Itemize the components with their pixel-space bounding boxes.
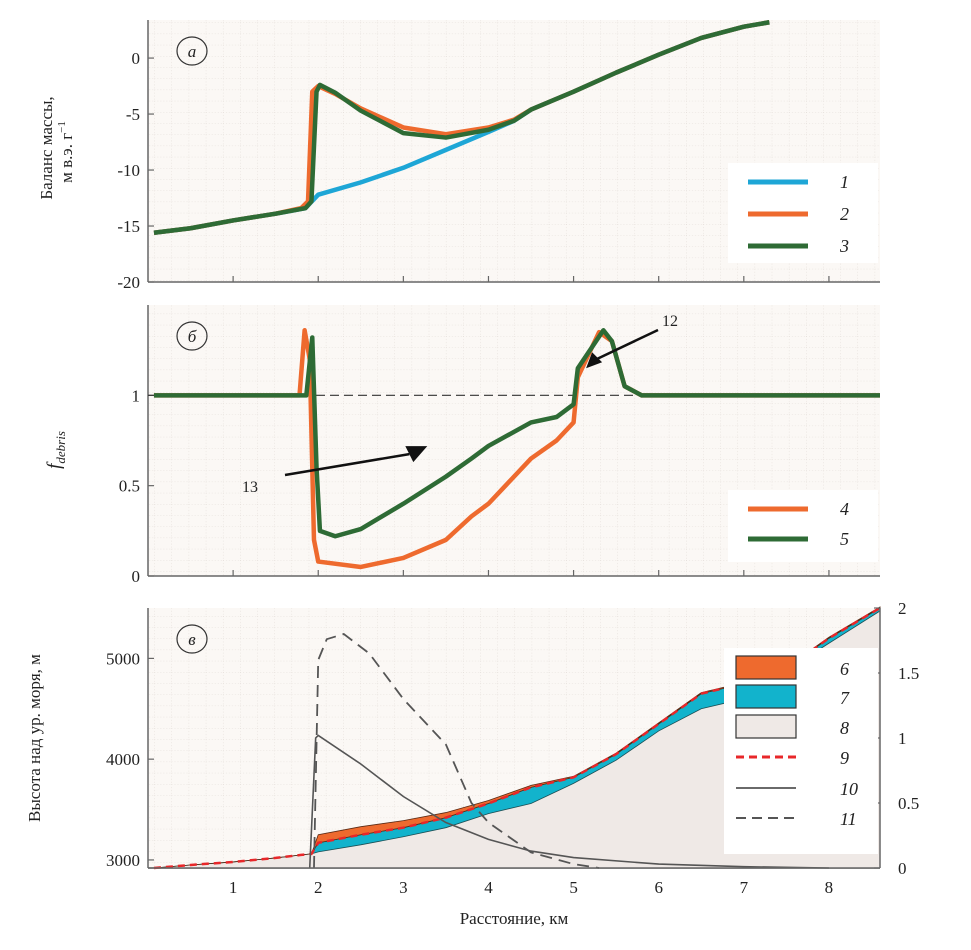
legend-label-9: 9 — [840, 748, 849, 768]
y2-tick-label: 0 — [898, 859, 907, 878]
y-tick-label: -20 — [117, 273, 140, 292]
arrow-13 — [284, 452, 410, 477]
y-tick-label: 0 — [132, 49, 141, 68]
series-line-10 — [308, 734, 829, 869]
y-tick-label: 0.5 — [119, 477, 140, 496]
x-tick-label: 2 — [314, 878, 323, 897]
legend-label-6: 6 — [840, 659, 849, 679]
panel-a-ylabel-line2: м в.э. г−1 — [56, 121, 76, 183]
x-tick-label: 4 — [484, 878, 493, 897]
series-line-3 — [153, 20, 770, 235]
legend-label-7: 7 — [840, 688, 850, 708]
series-line-11 — [313, 633, 600, 869]
y-tick-label: 1 — [132, 386, 141, 405]
legend-label-10: 10 — [840, 779, 858, 799]
panel-label-circle — [176, 624, 208, 654]
legend-box-c — [724, 648, 878, 854]
panel-label: а — [188, 42, 197, 61]
legend-label-4: 4 — [840, 499, 849, 519]
terrain-area — [153, 611, 881, 868]
y2-tick-label: 2 — [898, 599, 907, 618]
x-tick-label: 8 — [825, 878, 834, 897]
legend-label-3: 3 — [839, 236, 849, 256]
panel-label: в — [188, 630, 196, 649]
x-tick-label: 5 — [569, 878, 578, 897]
legend-label-2: 2 — [840, 204, 849, 224]
legend-label-5: 5 — [840, 529, 849, 549]
y-tick-label: -10 — [117, 161, 140, 180]
x-tick-label: 7 — [740, 878, 749, 897]
y-tick-label: -15 — [117, 217, 140, 236]
legend-swatch-7 — [735, 684, 797, 709]
x-tick-label: 6 — [654, 878, 663, 897]
legend-label-11: 11 — [840, 809, 857, 829]
panel-c-ylabel: Высота над ур. моря, м — [25, 654, 44, 822]
legend-label-1: 1 — [840, 172, 849, 192]
y-tick-label: 3000 — [106, 851, 140, 870]
series-line-5 — [153, 328, 880, 539]
panel-label-circle — [176, 36, 208, 66]
y2-tick-label: 0.5 — [898, 794, 919, 813]
panel-label-circle — [176, 321, 208, 351]
y2-tick-label: 1 — [898, 729, 907, 748]
x-axis-label: Расстояние, км — [460, 909, 569, 928]
arrowhead-12 — [586, 352, 603, 369]
annotation-12: 12 — [662, 313, 678, 330]
arrow-12 — [589, 328, 659, 364]
panel-b-ylabel: fdebris — [44, 431, 68, 469]
arrowhead-13 — [405, 446, 428, 463]
legend-box-b — [728, 490, 878, 562]
annotation-13: 13 — [242, 479, 258, 496]
legend-label-8: 8 — [840, 718, 849, 738]
legend-swatch-6 — [735, 655, 797, 680]
y-tick-label: 5000 — [106, 649, 140, 668]
y-tick-label: 0 — [132, 567, 141, 586]
y-tick-label: -5 — [126, 105, 140, 124]
x-tick-label: 1 — [229, 878, 238, 897]
panel-a-ylabel-line1: Баланс массы, — [37, 96, 56, 199]
x-tick-label: 3 — [399, 878, 408, 897]
legend-swatch-8 — [735, 714, 797, 739]
y-tick-label: 4000 — [106, 750, 140, 769]
panel-label: б — [188, 327, 197, 346]
y2-tick-label: 1.5 — [898, 664, 919, 683]
